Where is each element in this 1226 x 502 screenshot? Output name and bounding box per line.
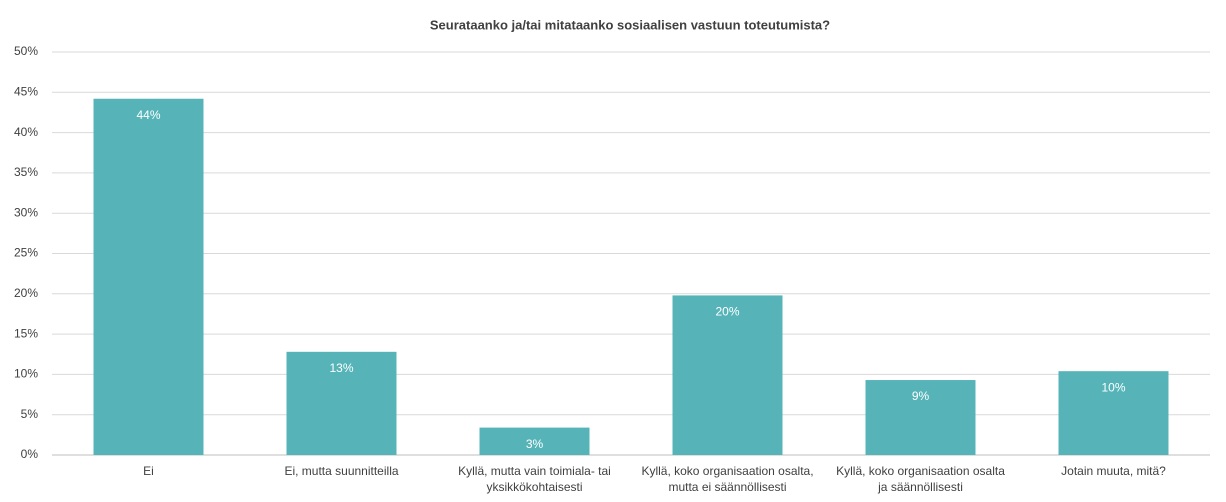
y-tick-label: 0% (21, 447, 39, 461)
x-tick-label: Jotain muuta, mitä? (1061, 464, 1166, 478)
bar (672, 295, 783, 455)
data-label: 13% (329, 361, 353, 375)
x-tick-label: Kyllä, koko organisaation osalta ja sään… (836, 464, 1005, 494)
y-tick-label: 15% (14, 326, 38, 340)
bar (479, 427, 590, 455)
bar (93, 98, 204, 456)
x-tick-label: Ei (143, 464, 154, 478)
data-label: 44% (136, 108, 160, 122)
data-label: 9% (912, 389, 930, 403)
chart-title: Seurataanko ja/tai mitataanko sosiaalise… (430, 17, 830, 32)
data-label: 3% (526, 437, 544, 451)
bar (865, 380, 976, 455)
data-label: 20% (715, 305, 739, 319)
y-tick-label: 50% (14, 44, 38, 58)
x-tick-label: Ei, mutta suunnitteilla (284, 464, 399, 478)
y-tick-label: 30% (14, 205, 38, 219)
y-tick-label: 45% (14, 84, 38, 98)
x-tick-label: Kyllä, koko organisaation osalta, mutta … (641, 464, 814, 494)
y-tick-label: 35% (14, 165, 38, 179)
bar (286, 351, 397, 455)
y-tick-label: 40% (14, 125, 38, 139)
data-label: 10% (1101, 380, 1125, 394)
bar (1058, 371, 1169, 455)
y-tick-label: 20% (14, 286, 38, 300)
x-tick-label: Kyllä, mutta vain toimiala- tai yksikkök… (458, 464, 611, 494)
y-tick-label: 10% (14, 367, 38, 381)
y-tick-label: 5% (21, 407, 39, 421)
y-tick-label: 25% (14, 246, 38, 260)
